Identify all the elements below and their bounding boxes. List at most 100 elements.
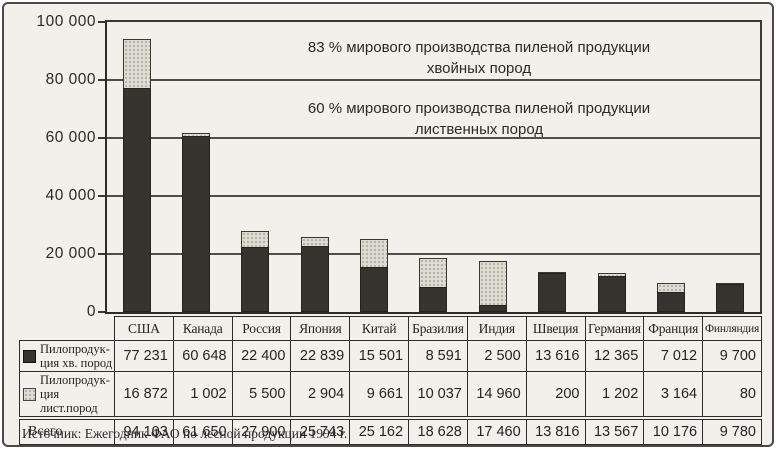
plot-top-border <box>105 20 762 22</box>
gridline <box>107 195 760 197</box>
annotation-line: 83 % мирового производства пиленой проду… <box>307 39 651 56</box>
bar-segment-deciduous-3 <box>241 231 270 247</box>
table-cell: 94 103 <box>114 419 174 445</box>
bar-segment-conifer-7 <box>478 304 507 312</box>
legend-swatch-deciduous-icon <box>23 387 36 401</box>
annotation-softwood-share: 83 % мирового производства пиленой проду… <box>239 38 719 79</box>
y-axis-tick <box>98 21 107 23</box>
bar-column-3 <box>226 22 285 312</box>
bar-column-6 <box>404 22 463 312</box>
column-header: Швеция <box>525 316 586 341</box>
y-axis-tick-label: 40 000 <box>45 187 96 204</box>
table-cell: 7 012 <box>643 340 704 372</box>
table-cell: 27 900 <box>231 419 292 445</box>
bar-column-5 <box>344 22 403 312</box>
table-cell: 77 231 <box>114 340 174 372</box>
table-cell: 9 780 <box>702 419 762 445</box>
bar-segment-conifer-4 <box>300 245 329 312</box>
column-header: Финляндия <box>702 316 762 341</box>
data-table: США Канада Россия Япония Китай Бразилия … <box>19 316 762 445</box>
bar-segment-conifer-8 <box>538 272 567 312</box>
bar-segment-conifer-11 <box>716 283 745 312</box>
legend-swatch-conifer-icon <box>23 349 36 363</box>
total-label-cell: Всего <box>19 419 115 445</box>
bar-column-9 <box>582 22 641 312</box>
y-axis-tick <box>98 253 107 255</box>
table-cell: 22 400 <box>231 340 292 372</box>
y-axis-tick-label: 60 000 <box>45 129 96 146</box>
column-header: Германия <box>584 316 645 341</box>
bar-segment-conifer-5 <box>360 267 389 312</box>
bar-segment-conifer-10 <box>656 291 685 312</box>
bar-segment-conifer-9 <box>597 276 626 312</box>
table-row-total: Всего 94 103 61 650 27 900 25 743 25 162… <box>19 419 762 445</box>
table-cell: 13 567 <box>584 419 645 445</box>
bar-segment-conifer-1 <box>122 88 151 312</box>
table-cell: 25 162 <box>349 419 410 445</box>
table-cell: 17 460 <box>466 419 527 445</box>
y-axis-tick <box>98 79 107 81</box>
table-corner-blank <box>20 317 115 341</box>
y-axis-tick <box>98 311 107 313</box>
table-cell: 18 628 <box>408 419 468 445</box>
table-cell: 9 700 <box>702 340 762 372</box>
bar-column-8 <box>523 22 582 312</box>
annotation-line: лиственных пород <box>414 120 544 138</box>
table-row-conifer: Пилопродук- ция хв. пород 77 231 60 648 … <box>19 340 762 372</box>
table-cell: 13 616 <box>525 340 586 372</box>
table-cell: 16 872 <box>114 371 174 417</box>
bar-segment-deciduous-2 <box>182 133 211 137</box>
bar-segment-deciduous-9 <box>597 272 626 277</box>
y-axis-tick-label: 100 000 <box>36 13 96 30</box>
y-axis-tick-label: 20 000 <box>45 245 96 262</box>
series-label-cell: Пилопродук- ция хв. пород <box>19 340 115 372</box>
column-header: Канада <box>172 316 233 341</box>
table-cell: 2 500 <box>466 340 527 372</box>
table-cell: 10 176 <box>643 419 704 445</box>
gridline <box>107 253 760 255</box>
y-axis-tick-label: 80 000 <box>45 71 96 88</box>
table-cell: 3 164 <box>643 371 704 417</box>
bar-segment-deciduous-6 <box>419 258 448 288</box>
table-header-row: США Канада Россия Япония Китай Бразилия … <box>20 316 762 341</box>
column-header: Япония <box>290 316 351 341</box>
annotation-line: 60 % мирового производства пиленой проду… <box>307 100 651 117</box>
bar-segment-conifer-6 <box>419 287 448 312</box>
table-cell: 2 904 <box>290 371 351 417</box>
bar-segment-deciduous-5 <box>360 239 389 267</box>
table-cell: 15 501 <box>349 340 410 372</box>
table-cell: 8 591 <box>408 340 468 372</box>
column-header: Индия <box>466 316 527 341</box>
bar-segment-deciduous-1 <box>122 39 151 88</box>
plot-right-border <box>760 20 762 314</box>
series-label-cell: Пилопродук- ция лист.пород <box>19 371 115 417</box>
bar-column-10 <box>641 22 700 312</box>
column-header: Китай <box>349 316 410 341</box>
y-axis-tick-label: 0 <box>86 303 96 320</box>
y-axis-tick <box>98 137 107 139</box>
table-cell: 12 365 <box>584 340 645 372</box>
bar-segment-deciduous-11 <box>716 282 745 284</box>
table-cell: 200 <box>525 371 586 417</box>
bars <box>107 22 760 312</box>
source-note: Источник: Ежегодник ФАО по лесной продук… <box>22 426 348 441</box>
bar-segment-deciduous-8 <box>538 271 567 273</box>
table-cell: 5 500 <box>231 371 292 417</box>
table-cell: 22 839 <box>290 340 351 372</box>
column-header: Россия <box>231 316 292 341</box>
table-cell: 9 661 <box>349 371 410 417</box>
annotation-hardwood-share: 60 % мирового производства пиленой проду… <box>239 99 719 140</box>
table-cell: 10 037 <box>408 371 468 417</box>
y-axis-tick <box>98 195 107 197</box>
table-cell: 60 648 <box>172 340 233 372</box>
column-header: Франция <box>643 316 704 341</box>
x-axis-line <box>105 312 762 314</box>
series-label: Пилопродук- ция лист.пород <box>40 373 110 415</box>
bar-segment-deciduous-7 <box>478 261 507 305</box>
bar-column-11 <box>701 22 760 312</box>
y-axis-line <box>105 20 107 314</box>
table-cell: 13 816 <box>525 419 586 445</box>
table-cell: 1 002 <box>172 371 233 417</box>
gridline <box>107 137 760 139</box>
gridline <box>107 79 760 81</box>
